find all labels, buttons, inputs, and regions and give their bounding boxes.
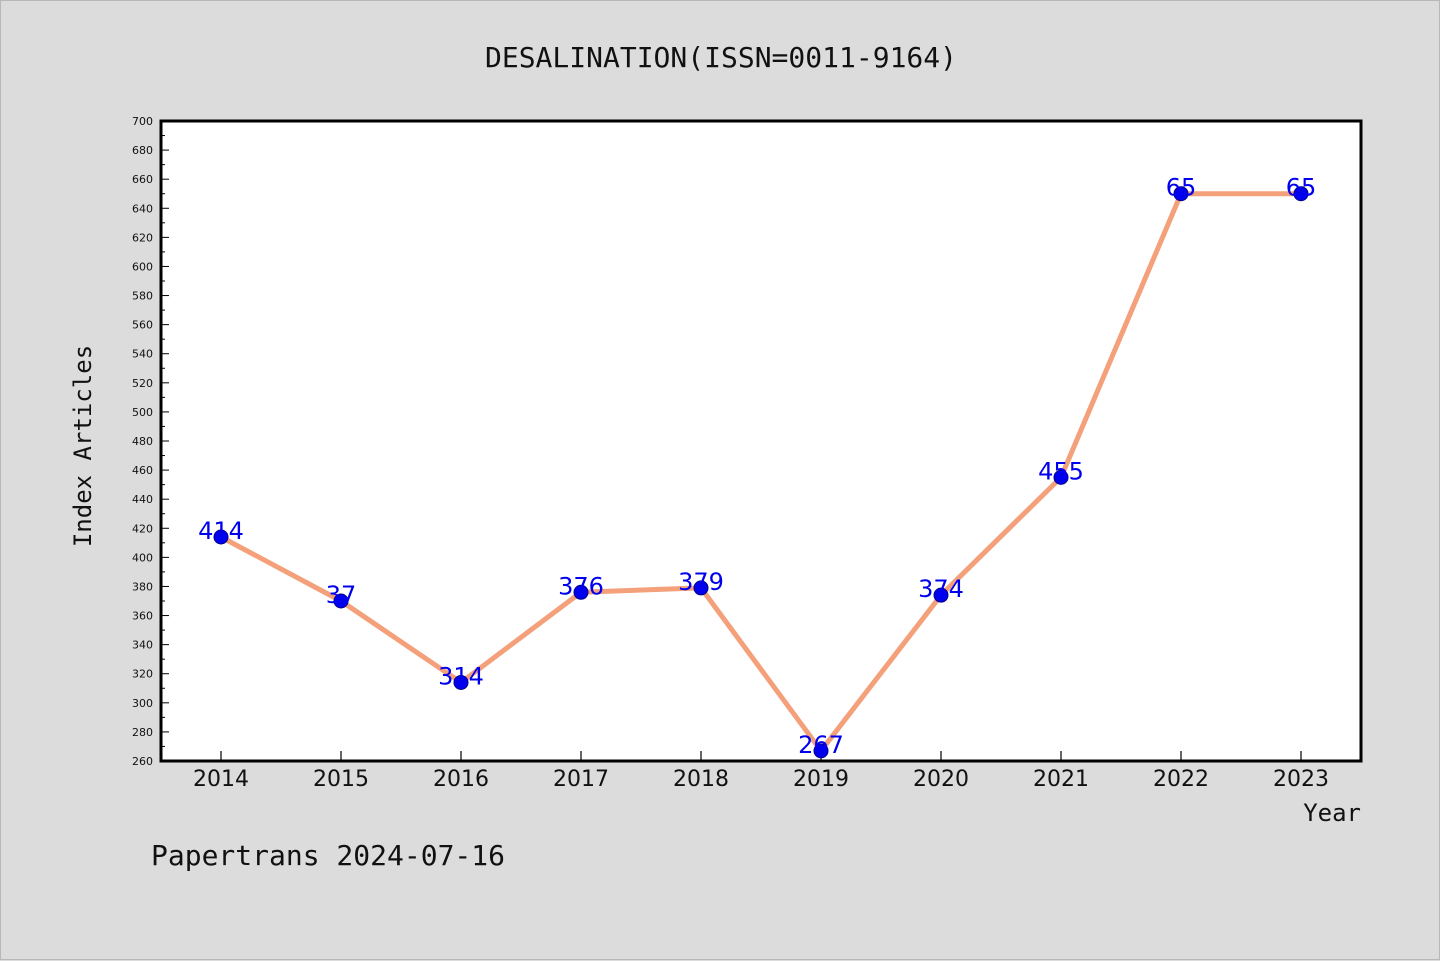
data-label: 267 [798,731,844,759]
data-point [1293,186,1309,202]
y-tick-label: 700 [132,115,153,128]
x-tick-label: 2017 [553,767,609,792]
plot-area [159,119,1363,763]
y-tick-label: 320 [132,668,153,681]
y-tick-label: 500 [132,406,153,419]
series-line [218,191,1304,754]
data-label: 65 [1286,174,1317,202]
y-tick-label: 680 [132,144,153,157]
y-tick-label: 640 [132,202,153,215]
data-point [1053,469,1069,485]
y-tick-label: 360 [132,610,153,623]
x-tick-label: 2021 [1033,767,1089,792]
y-axis: 260 280 300 320 340 360 380 400 420 440 460 480 500 5… [132,115,169,768]
x-axis: 2014 2015 2016 2017 2018 2019 2020 2021 2022 2023 [193,751,1329,792]
y-tick-label: 400 [132,551,153,564]
y-tick-label: 620 [132,231,153,244]
data-label: 65 [1166,174,1197,202]
y-tick-label: 280 [132,726,153,739]
y-axis-title: Index Articles [69,345,97,547]
data-label: 376 [558,572,604,600]
data-point [933,587,949,603]
x-tick-label: 2015 [313,767,369,792]
data-point [453,674,469,690]
data-label: 414 [198,517,244,545]
x-tick-label: 2016 [433,767,489,792]
y-tick-label: 460 [132,464,153,477]
x-tick-label: 2022 [1153,767,1209,792]
y-tick-label: 540 [132,348,153,361]
chart-title: DESALINATION(ISSN=0011-9164) [485,41,957,74]
y-tick-label: 600 [132,260,153,273]
y-tick-label: 340 [132,639,153,652]
y-tick-label: 440 [132,493,153,506]
data-label: 314 [438,662,484,690]
y-tick-label: 520 [132,377,153,390]
data-point [1173,186,1189,202]
y-tick-label: 300 [132,697,153,710]
data-label: 37 [326,581,357,609]
data-point [213,529,229,545]
y-tick-label: 260 [132,755,153,768]
x-tick-label: 2020 [913,767,969,792]
data-point [333,593,349,609]
x-tick-label: 2018 [673,767,729,792]
y-tick-label: 560 [132,319,153,332]
y-tick-label: 380 [132,580,153,593]
data-point [573,584,589,600]
series-group: 414 37 314 376 379 267 374 455 65 65 [198,174,1316,759]
x-tick-label: 2014 [193,767,249,792]
data-label: 379 [678,568,724,596]
data-label: 374 [918,575,964,603]
footer-watermark: Papertrans 2024-07-16 [151,839,505,872]
y-tick-label: 660 [132,173,153,186]
x-tick-label: 2023 [1273,767,1329,792]
data-point [813,743,829,759]
data-point [693,580,709,596]
y-tick-label: 480 [132,435,153,448]
y-tick-label: 420 [132,522,153,535]
data-label: 455 [1038,457,1084,485]
x-axis-title: Year [1303,799,1361,827]
y-tick-label: 580 [132,290,153,303]
x-tick-label: 2019 [793,767,849,792]
